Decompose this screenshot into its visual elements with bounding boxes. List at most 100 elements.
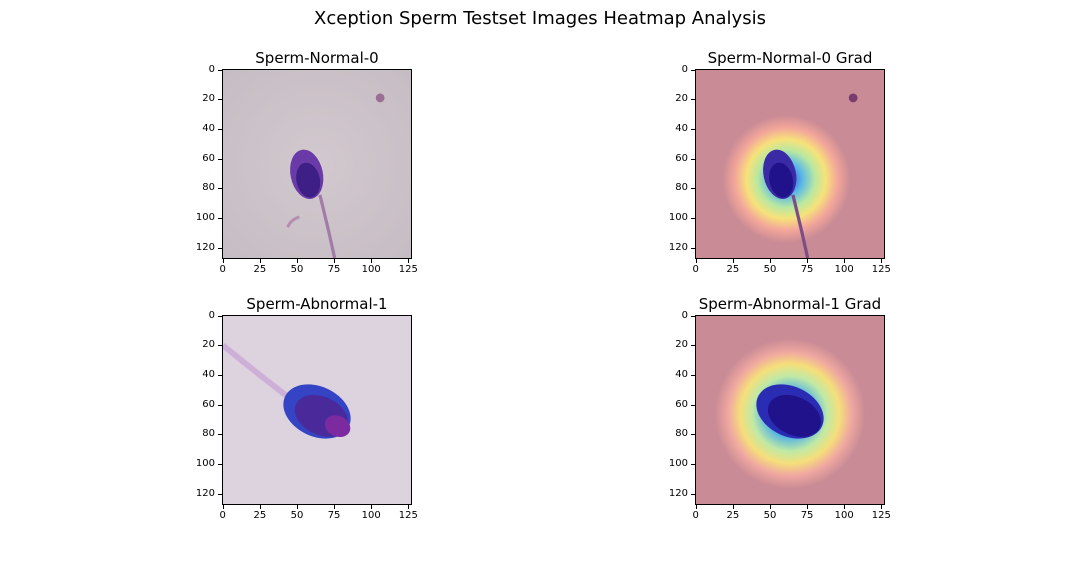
y-tick-label: 40: [202, 123, 215, 135]
x-tick-label: 25: [726, 264, 740, 275]
y-tick-label: 60: [675, 398, 688, 410]
x-tick-label: 100: [361, 510, 381, 521]
x-tick-label: 75: [327, 264, 341, 275]
x-tick-mark: [881, 505, 883, 509]
y-tick-label: 80: [202, 182, 215, 194]
x-tick-mark: [881, 259, 883, 263]
x-tick-mark: [408, 259, 410, 263]
x-tick-mark: [807, 259, 809, 263]
heatmap-panel-abnormal: [695, 315, 885, 505]
y-tick-mark: [218, 69, 222, 71]
image-frame: [695, 315, 885, 505]
x-tick-label: 125: [871, 264, 891, 275]
x-tick-label: 25: [253, 264, 267, 275]
y-tick-label: 0: [208, 309, 215, 321]
y-tick-label: 20: [202, 93, 215, 105]
x-tick-mark: [408, 505, 410, 509]
x-tick-mark: [334, 259, 336, 263]
y-tick-mark: [218, 218, 222, 220]
y-tick-mark: [691, 345, 695, 347]
y-tick-label: 60: [202, 398, 215, 410]
y-tick-mark: [218, 188, 222, 190]
y-tick-mark: [218, 375, 222, 377]
y-tick-label: 120: [668, 241, 688, 253]
y-tick-mark: [218, 493, 222, 495]
y-tick-label: 80: [675, 182, 688, 194]
x-tick-mark: [222, 259, 224, 263]
x-tick-mark: [296, 505, 298, 509]
x-tick-label: 75: [800, 264, 814, 275]
y-tick-label: 120: [668, 487, 688, 499]
x-tick-label: 0: [692, 510, 699, 521]
x-tick-label: 75: [327, 510, 341, 521]
x-tick-mark: [732, 259, 734, 263]
y-tick-mark: [691, 99, 695, 101]
image-frame: [222, 69, 412, 259]
x-tick-label: 50: [763, 264, 777, 275]
y-tick-label: 100: [195, 458, 215, 470]
y-tick-mark: [218, 315, 222, 317]
x-tick-label: 75: [800, 510, 814, 521]
y-tick-mark: [691, 464, 695, 466]
y-tick-mark: [218, 345, 222, 347]
y-tick-mark: [218, 129, 222, 131]
x-tick-label: 0: [219, 510, 226, 521]
y-tick-mark: [691, 188, 695, 190]
y-tick-label: 80: [202, 428, 215, 440]
heatmap-panel-normal: [695, 69, 885, 259]
figure-title: Xception Sperm Testset Images Heatmap An…: [314, 8, 766, 29]
x-tick-label: 125: [871, 510, 891, 521]
y-tick-label: 60: [675, 152, 688, 164]
sperm-normal-image: [223, 70, 411, 258]
gradcam-normal-image: [696, 70, 884, 258]
y-tick-label: 20: [675, 339, 688, 351]
y-tick-mark: [218, 99, 222, 101]
y-tick-mark: [691, 247, 695, 249]
x-tick-label: 0: [219, 264, 226, 275]
x-tick-label: 100: [834, 510, 854, 521]
sperm-abnormal-image: [223, 316, 411, 504]
x-tick-mark: [769, 505, 771, 509]
y-tick-mark: [218, 247, 222, 249]
x-tick-label: 100: [834, 264, 854, 275]
y-tick-label: 60: [202, 152, 215, 164]
y-tick-mark: [218, 404, 222, 406]
x-tick-mark: [259, 505, 261, 509]
y-tick-mark: [691, 218, 695, 220]
x-tick-mark: [695, 259, 697, 263]
x-tick-mark: [695, 505, 697, 509]
y-tick-mark: [691, 158, 695, 160]
y-tick-label: 80: [675, 428, 688, 440]
y-tick-mark: [218, 158, 222, 160]
y-tick-label: 100: [668, 212, 688, 224]
y-tick-mark: [691, 404, 695, 406]
x-tick-mark: [259, 259, 261, 263]
y-tick-mark: [218, 464, 222, 466]
panel-title: Sperm-Abnormal-1 Grad: [698, 295, 882, 313]
y-tick-label: 120: [195, 241, 215, 253]
image-panel-abnormal: [222, 315, 412, 505]
y-tick-mark: [691, 69, 695, 71]
y-tick-label: 40: [202, 369, 215, 381]
x-tick-label: 125: [398, 264, 418, 275]
panel-title: Sperm-Abnormal-1: [246, 295, 388, 313]
x-tick-label: 50: [290, 264, 304, 275]
y-tick-mark: [691, 315, 695, 317]
y-tick-mark: [691, 129, 695, 131]
y-tick-mark: [691, 493, 695, 495]
y-tick-label: 40: [675, 369, 688, 381]
y-tick-label: 100: [195, 212, 215, 224]
y-tick-label: 20: [675, 93, 688, 105]
image-frame: [695, 69, 885, 259]
image-frame: [222, 315, 412, 505]
y-tick-label: 0: [681, 63, 688, 75]
y-tick-label: 120: [195, 487, 215, 499]
x-tick-mark: [769, 259, 771, 263]
x-tick-mark: [732, 505, 734, 509]
y-tick-label: 0: [681, 309, 688, 321]
x-tick-label: 50: [763, 510, 777, 521]
x-tick-mark: [844, 505, 846, 509]
x-tick-label: 125: [398, 510, 418, 521]
panel-title: Sperm-Normal-0: [255, 49, 379, 67]
x-tick-label: 25: [253, 510, 267, 521]
